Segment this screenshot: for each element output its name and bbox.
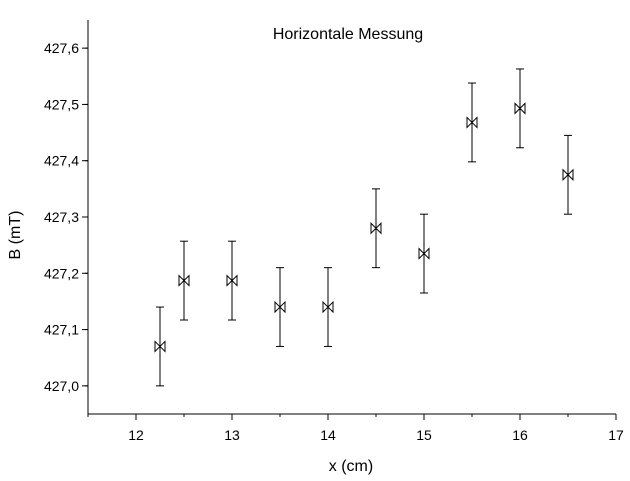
bowtie-marker — [514, 102, 526, 115]
x-axis-title: x (cm) — [329, 458, 373, 475]
x-tick-label: 15 — [416, 427, 432, 443]
y-tick-label: 427,3 — [44, 209, 79, 225]
y-tick-label: 427,0 — [44, 378, 79, 394]
data-point — [178, 240, 190, 321]
bowtie-marker — [562, 168, 574, 181]
bowtie-marker — [466, 116, 478, 129]
y-tick-label: 427,5 — [44, 96, 79, 112]
bowtie-marker — [418, 247, 430, 260]
data-point — [562, 134, 574, 215]
data-point — [322, 267, 334, 347]
data-point — [154, 306, 166, 387]
bowtie-marker — [274, 300, 286, 314]
data-point — [226, 240, 238, 321]
data-point — [514, 68, 526, 149]
data-point — [274, 267, 286, 347]
axes: 12 13 14 15 16 17 427,0 427,1 427,2 427,3 427,4 427… — [44, 20, 624, 443]
bowtie-marker — [226, 274, 238, 287]
y-tick-label: 427,1 — [44, 322, 79, 338]
x-tick-label: 14 — [320, 427, 336, 443]
data-point — [370, 188, 382, 269]
data-point — [418, 213, 430, 294]
x-tick-label: 17 — [608, 427, 624, 443]
x-tick-label: 12 — [128, 427, 144, 443]
chart-title: Horizontale Messung — [273, 26, 423, 43]
x-tick-label: 16 — [512, 427, 528, 443]
x-tick-label: 13 — [224, 427, 240, 443]
y-tick-label: 427,2 — [44, 265, 79, 281]
data-points — [154, 68, 574, 387]
bowtie-marker — [154, 340, 166, 353]
y-axis-title: B (mT) — [7, 211, 24, 260]
data-point — [466, 82, 478, 163]
bowtie-marker — [370, 222, 382, 235]
bowtie-marker — [178, 274, 190, 287]
bowtie-marker — [322, 300, 334, 314]
y-tick-label: 427,6 — [44, 40, 79, 56]
y-tick-label: 427,4 — [44, 153, 79, 169]
